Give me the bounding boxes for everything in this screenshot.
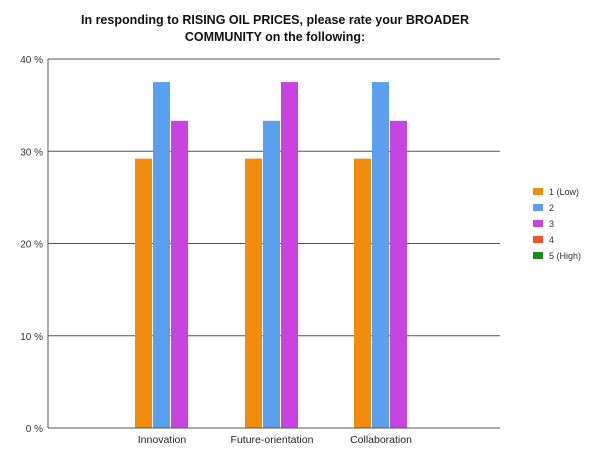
chart-title-line-1: In responding to RISING OIL PRICES, plea…: [80, 13, 470, 27]
bar-collaboration-2: [372, 82, 389, 428]
legend-label: 2: [549, 203, 554, 213]
x-tick-label: Innovation: [138, 434, 187, 446]
legend-swatch: [533, 204, 543, 211]
bar-future-orientation-2: [263, 120, 280, 429]
legend-label: 3: [549, 219, 554, 229]
legend-label: 4: [549, 235, 554, 245]
bar-innovation-2: [153, 82, 170, 428]
legend-swatch: [533, 236, 543, 243]
x-tick-label: Collaboration: [350, 434, 412, 446]
legend-label: 5 (High): [549, 251, 581, 261]
y-tick-label: 0 %: [26, 424, 43, 435]
x-tick-label: Future-orientation: [231, 434, 314, 446]
chart-title: In responding to RISING OIL PRICES, plea…: [30, 12, 520, 46]
bar-future-orientation-3: [281, 82, 298, 428]
bar-collaboration-3: [390, 120, 407, 429]
y-tick-label: 10 %: [20, 332, 43, 343]
bar-innovation-3: [171, 120, 188, 429]
legend-swatch: [533, 252, 543, 259]
y-tick-label: 40 %: [20, 55, 43, 66]
bar-collaboration-1: [354, 158, 371, 428]
chart-title-line-2: COMMUNITY on the following:: [184, 30, 366, 44]
x-axis: Innovation Future-orientation Collaboratio…: [48, 427, 500, 446]
legend-swatch: [533, 220, 543, 227]
y-axis: 0 % 10 % 20 % 30 % 40 %: [20, 55, 49, 435]
legend-swatch: [533, 188, 543, 195]
bar-innovation-1: [135, 158, 152, 428]
y-tick-label: 20 %: [20, 240, 43, 251]
bars: [135, 82, 407, 429]
bar-future-orientation-1: [245, 158, 262, 428]
legend: 1 (Low) 2 3 4 5 (High): [533, 187, 581, 261]
y-tick-label: 30 %: [20, 147, 43, 158]
legend-label: 1 (Low): [549, 187, 579, 197]
